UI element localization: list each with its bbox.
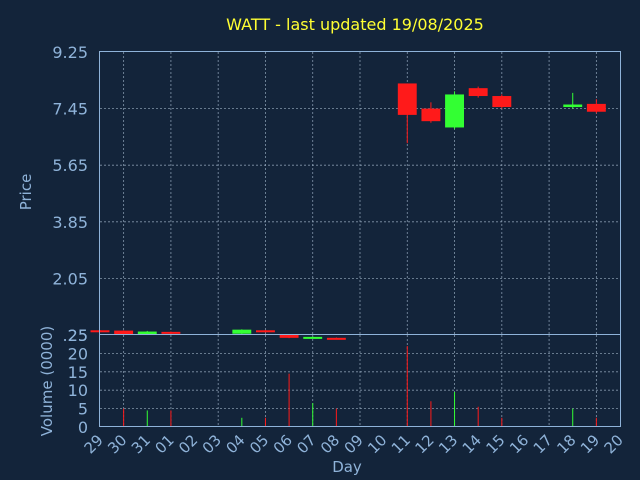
volume-panel-frame — [99, 334, 621, 427]
volume-tick-label: 0 — [78, 418, 88, 437]
candle-body — [161, 331, 181, 334]
candle-body — [279, 334, 299, 338]
candle-body — [114, 330, 134, 335]
x-tick-label: 04 — [222, 431, 248, 457]
x-tick-label: 09 — [341, 431, 367, 457]
price-tick-label: 2.05 — [52, 269, 88, 288]
candle-body — [586, 103, 606, 112]
candle-body — [303, 336, 323, 339]
candle-body — [326, 337, 346, 340]
volume-grid — [100, 335, 620, 427]
price-grid — [100, 52, 620, 335]
x-tick-labels: 2930310102030405060708091011121314151617… — [81, 431, 627, 457]
price-tick-label: 7.45 — [52, 100, 88, 119]
volume-y-axis-label: Volume (0000) — [38, 326, 56, 436]
price-y-ticks: 9.25 7.45 5.65 3.85 2.05 .25 — [52, 43, 88, 345]
candle-body — [421, 108, 441, 122]
candles — [90, 83, 606, 340]
x-tick-label: 05 — [246, 431, 272, 457]
x-tick-label: 13 — [435, 431, 461, 457]
candle-body — [137, 331, 157, 335]
x-tick-label: 16 — [506, 431, 532, 457]
x-tick-label: 07 — [293, 431, 319, 457]
candle-body — [492, 96, 512, 108]
price-tick-label: 9.25 — [52, 43, 88, 62]
candle-body — [468, 88, 488, 97]
volume-bars — [99, 346, 597, 427]
x-tick-label: 10 — [364, 431, 390, 457]
candle-body — [563, 104, 583, 108]
x-tick-label: 08 — [317, 431, 343, 457]
x-tick-label: 15 — [482, 431, 508, 457]
price-tick-label: .25 — [63, 326, 88, 345]
candle-body — [445, 94, 464, 128]
x-tick-label: 19 — [577, 431, 603, 457]
x-tick-label: 06 — [270, 431, 296, 457]
x-tick-label: 02 — [175, 431, 201, 457]
x-tick-label: 20 — [601, 431, 627, 457]
price-tick-label: 5.65 — [52, 156, 88, 175]
chart-title: WATT - last updated 19/08/2025 — [226, 15, 484, 34]
volume-tick-label: 15 — [68, 363, 88, 382]
candle-body — [256, 330, 275, 333]
x-tick-label: 17 — [530, 431, 556, 457]
x-tick-label: 31 — [128, 431, 154, 457]
price-y-axis-label: Price — [17, 174, 35, 211]
volume-tick-label: 25 — [68, 326, 88, 345]
volume-tick-label: 5 — [78, 400, 88, 419]
candle-body — [397, 83, 417, 115]
volume-tick-label: 10 — [68, 381, 88, 400]
x-tick-label: 14 — [459, 431, 485, 457]
x-tick-label: 11 — [388, 431, 414, 457]
x-axis-label: Day — [332, 458, 362, 476]
candle-body — [232, 329, 252, 334]
x-tick-label: 30 — [104, 431, 130, 457]
price-tick-label: 3.85 — [52, 213, 88, 232]
x-tick-label: 12 — [412, 431, 438, 457]
x-tick-label: 18 — [553, 431, 579, 457]
volume-tick-label: 20 — [68, 344, 88, 363]
x-tick-label: 03 — [199, 431, 225, 457]
x-tick-label: 01 — [152, 431, 178, 457]
